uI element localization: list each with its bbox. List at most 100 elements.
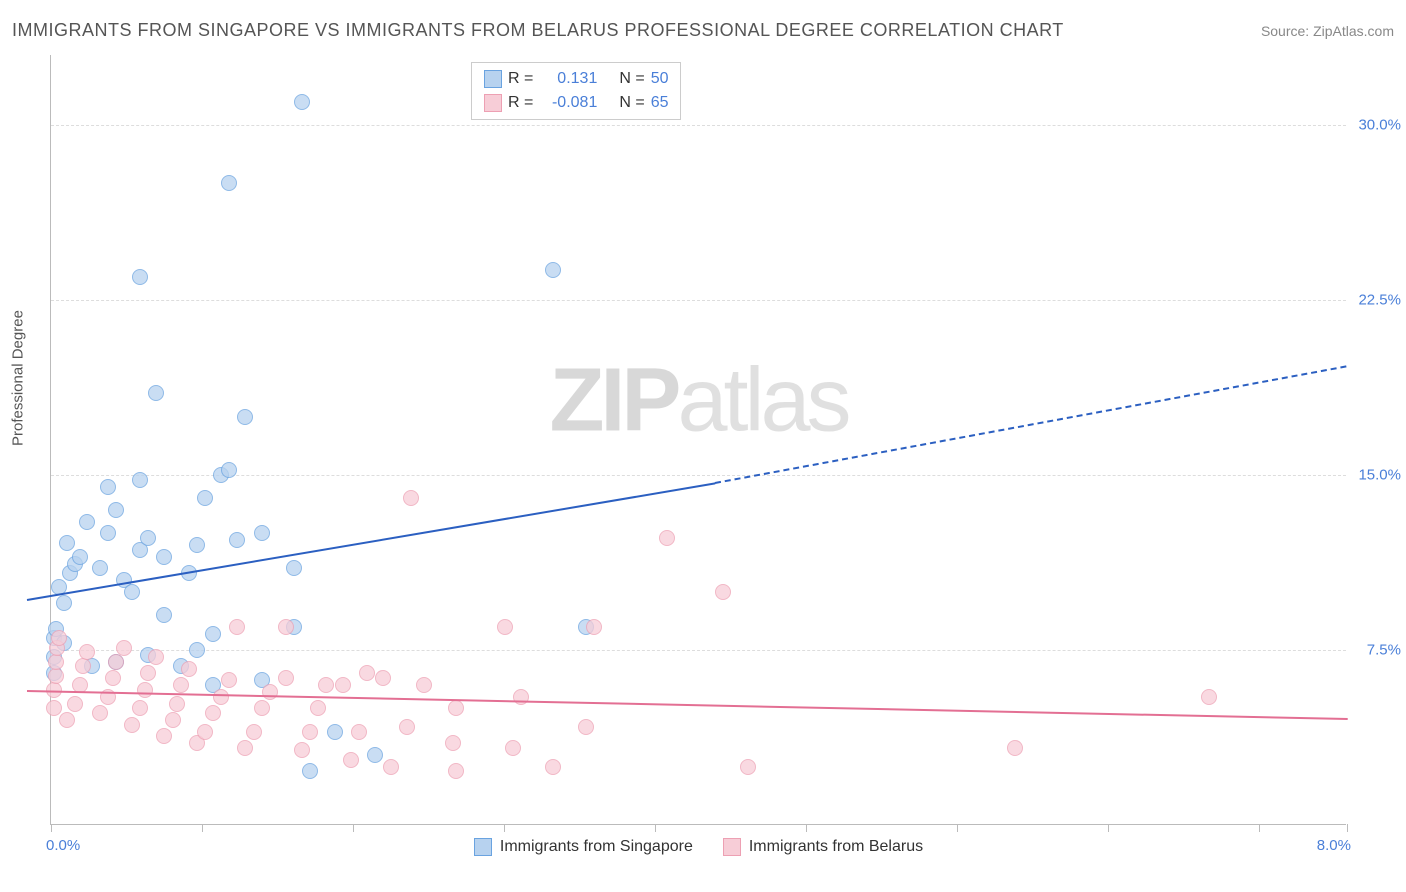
data-point xyxy=(105,670,121,686)
data-point xyxy=(75,658,91,674)
data-point xyxy=(448,763,464,779)
x-tick xyxy=(51,824,52,832)
data-point xyxy=(294,94,310,110)
data-point xyxy=(318,677,334,693)
data-point xyxy=(92,560,108,576)
x-tick xyxy=(1347,824,1348,832)
data-point xyxy=(48,654,64,670)
data-point xyxy=(51,630,67,646)
data-point xyxy=(343,752,359,768)
data-point xyxy=(116,640,132,656)
data-point xyxy=(545,759,561,775)
data-point xyxy=(156,728,172,744)
r-prefix: R = xyxy=(508,67,533,91)
data-point xyxy=(229,532,245,548)
r-value: -0.081 xyxy=(539,91,597,115)
n-value: 65 xyxy=(651,91,669,115)
gridline xyxy=(51,475,1346,476)
data-point xyxy=(545,262,561,278)
data-point xyxy=(578,719,594,735)
data-point xyxy=(1201,689,1217,705)
data-point xyxy=(740,759,756,775)
data-point xyxy=(448,700,464,716)
y-tick-label: 7.5% xyxy=(1367,642,1401,659)
trendline xyxy=(27,482,716,601)
data-point xyxy=(156,607,172,623)
series-legend: Immigrants from Singapore Immigrants from… xyxy=(51,838,1346,856)
r-value: 0.131 xyxy=(539,67,597,91)
data-point xyxy=(254,525,270,541)
data-point xyxy=(278,619,294,635)
data-point xyxy=(100,479,116,495)
data-point xyxy=(132,269,148,285)
data-point xyxy=(181,661,197,677)
gridline xyxy=(51,300,1346,301)
data-point xyxy=(165,712,181,728)
data-point xyxy=(445,735,461,751)
data-point xyxy=(327,724,343,740)
data-point xyxy=(246,724,262,740)
legend-swatch xyxy=(484,94,502,112)
x-tick xyxy=(806,824,807,832)
x-tick xyxy=(655,824,656,832)
data-point xyxy=(189,642,205,658)
data-point xyxy=(586,619,602,635)
data-point xyxy=(108,654,124,670)
data-point xyxy=(140,530,156,546)
data-point xyxy=(335,677,351,693)
data-point xyxy=(367,747,383,763)
data-point xyxy=(399,719,415,735)
data-point xyxy=(286,560,302,576)
watermark-light: atlas xyxy=(677,351,847,451)
data-point xyxy=(383,759,399,775)
plot-region: ZIPatlas R =0.131 N = 50 R =-0.081 N = 65 0… xyxy=(50,55,1346,825)
data-point xyxy=(59,535,75,551)
data-point xyxy=(79,514,95,530)
data-point xyxy=(169,696,185,712)
data-point xyxy=(132,472,148,488)
data-point xyxy=(1007,740,1023,756)
data-point xyxy=(67,696,83,712)
data-point xyxy=(173,677,189,693)
data-point xyxy=(375,670,391,686)
data-point xyxy=(359,665,375,681)
data-point xyxy=(659,530,675,546)
legend-swatch xyxy=(474,838,492,856)
x-tick xyxy=(1108,824,1109,832)
n-prefix: N = xyxy=(619,91,644,115)
legend-label: Immigrants from Belarus xyxy=(749,838,923,856)
data-point xyxy=(124,584,140,600)
data-point xyxy=(205,705,221,721)
data-point xyxy=(132,700,148,716)
data-point xyxy=(100,525,116,541)
data-point xyxy=(197,724,213,740)
data-point xyxy=(221,672,237,688)
data-point xyxy=(59,712,75,728)
data-point xyxy=(237,740,253,756)
n-prefix: N = xyxy=(619,67,644,91)
n-value: 50 xyxy=(651,67,669,91)
y-tick-label: 30.0% xyxy=(1358,117,1401,134)
legend-item: Immigrants from Singapore xyxy=(474,838,693,856)
correlation-legend: R =0.131 N = 50 R =-0.081 N = 65 xyxy=(471,62,681,120)
data-point xyxy=(302,724,318,740)
data-point xyxy=(403,490,419,506)
data-point xyxy=(310,700,326,716)
chart-title: IMMIGRANTS FROM SINGAPORE VS IMMIGRANTS … xyxy=(12,20,1064,41)
r-prefix: R = xyxy=(508,91,533,115)
data-point xyxy=(351,724,367,740)
data-point xyxy=(56,595,72,611)
data-point xyxy=(229,619,245,635)
y-axis-label: Professional Degree xyxy=(10,310,27,446)
data-point xyxy=(79,644,95,660)
source-label: Source: ZipAtlas.com xyxy=(1261,23,1394,39)
data-point xyxy=(148,385,164,401)
data-point xyxy=(197,490,213,506)
data-point xyxy=(140,665,156,681)
title-bar: IMMIGRANTS FROM SINGAPORE VS IMMIGRANTS … xyxy=(12,20,1394,41)
data-point xyxy=(221,175,237,191)
watermark-bold: ZIP xyxy=(549,351,677,451)
gridline xyxy=(51,125,1346,126)
x-tick xyxy=(202,824,203,832)
data-point xyxy=(497,619,513,635)
